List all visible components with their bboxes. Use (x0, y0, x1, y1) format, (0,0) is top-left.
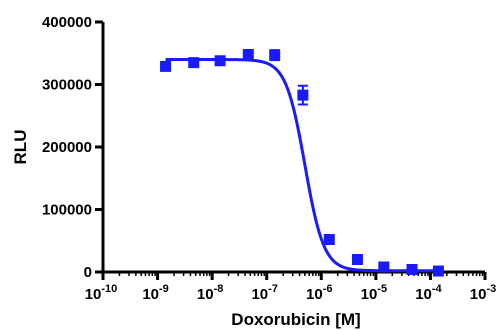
y-tick-label: 100000 (42, 202, 92, 219)
x-tick-label: 10-3 (470, 283, 496, 303)
x-tick-exponent: -7 (268, 283, 278, 295)
y-tick-label: 400000 (42, 14, 92, 31)
x-tick-base: 10 (470, 286, 487, 303)
data-point (269, 49, 281, 62)
x-tick-label: 10-6 (306, 283, 332, 303)
square-marker (242, 49, 254, 60)
x-tick-base: 10 (306, 286, 323, 303)
x-tick-exponent: -4 (432, 283, 443, 295)
square-marker (214, 55, 226, 67)
square-marker (351, 254, 363, 265)
data-point (323, 234, 335, 245)
y-tick-label: 0 (84, 264, 92, 281)
square-marker (160, 60, 172, 72)
square-marker (406, 264, 418, 275)
square-marker (432, 265, 444, 277)
square-marker (269, 49, 281, 61)
y-axis-label: RLU (11, 130, 30, 165)
x-tick-exponent: -5 (377, 283, 387, 295)
x-tick-base: 10 (142, 286, 159, 303)
square-marker (188, 57, 200, 69)
x-tick-exponent: -10 (101, 283, 117, 295)
data-point (378, 261, 390, 273)
x-tick-exponent: -3 (486, 283, 496, 295)
x-tick-exponent: -9 (159, 283, 169, 295)
square-marker (378, 261, 390, 273)
x-axis-ticks: 10-10 10-9 10-8 10-7 10-6 10-5 10-4 10-3 (85, 272, 496, 303)
x-tick-base: 10 (197, 286, 214, 303)
x-tick-label: 10-5 (361, 283, 387, 303)
series-doxorubicin (160, 49, 444, 277)
x-tick-label: 10-9 (142, 283, 168, 303)
data-point (432, 265, 444, 277)
square-marker (323, 234, 335, 245)
data-points (160, 49, 444, 277)
square-marker (297, 89, 309, 101)
x-tick-base: 10 (85, 286, 102, 303)
data-point (160, 60, 172, 72)
data-point (351, 254, 363, 265)
x-tick-base: 10 (415, 286, 432, 303)
fit-curve (165, 58, 439, 273)
x-tick-exponent: -8 (214, 283, 224, 295)
data-point (214, 55, 226, 67)
x-tick-label: 10-8 (197, 283, 223, 303)
x-axis-label: Doxorubicin [M] (231, 310, 360, 329)
data-point (406, 264, 418, 275)
data-point (188, 57, 200, 69)
y-axis-ticks: 0 100000 200000 300000 400000 (42, 14, 103, 281)
y-tick-label: 200000 (42, 139, 92, 156)
x-tick-exponent: -6 (323, 283, 333, 295)
x-tick-base: 10 (361, 286, 378, 303)
y-tick-label: 300000 (42, 77, 92, 94)
x-tick-label: 10-4 (415, 283, 442, 303)
x-tick-label: 10-7 (251, 283, 277, 303)
data-point (242, 49, 254, 60)
data-point (297, 84, 309, 106)
x-tick-label: 10-10 (85, 283, 118, 303)
x-tick-base: 10 (251, 286, 268, 303)
